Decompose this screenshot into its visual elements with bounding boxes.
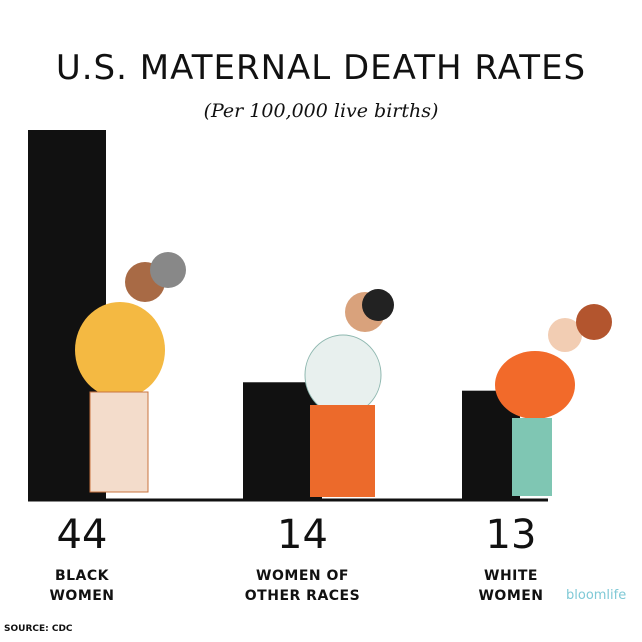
brand-logo: bloomlife [566, 588, 627, 603]
chart-title: U.S. MATERNAL DEATH RATES [55, 48, 587, 88]
category-label: WOMEN OF OTHER RACES [244, 568, 361, 604]
value-label: 44 [56, 512, 108, 558]
category-label: BLACK WOMEN [49, 568, 115, 604]
value-label: 14 [277, 512, 328, 558]
figure-other-woman [304, 289, 394, 497]
source: SOURCE: CDC [4, 624, 73, 634]
chart-subtitle: (Per 100,000 live births) [203, 100, 439, 122]
figure-white-woman [495, 304, 612, 496]
figure-black-woman [75, 252, 186, 493]
value-label: 13 [485, 512, 537, 558]
category-label: WHITE WOMEN [478, 568, 544, 604]
bar [243, 382, 322, 500]
